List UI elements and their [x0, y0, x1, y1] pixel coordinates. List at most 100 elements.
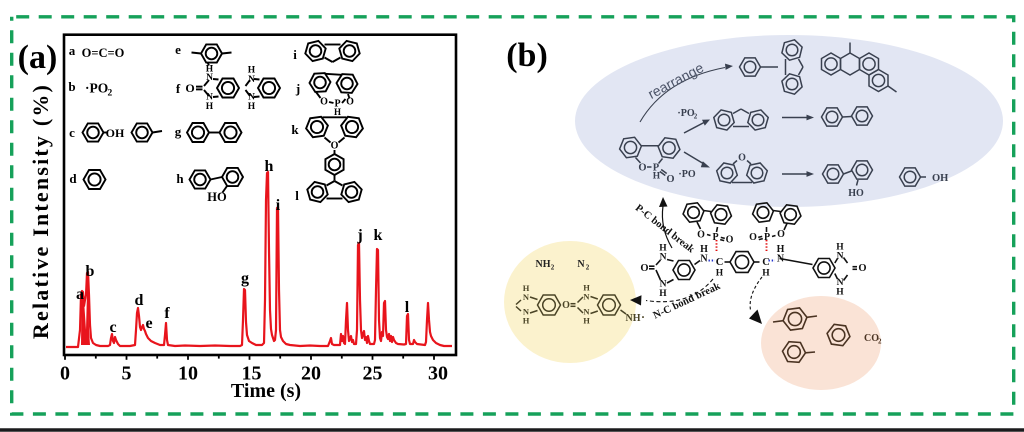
svg-text:N: N: [248, 75, 255, 85]
svg-text:HO: HO: [207, 190, 227, 204]
svg-text:O: O: [346, 97, 354, 108]
svg-text:H: H: [583, 316, 590, 326]
svg-text:H: H: [334, 107, 341, 117]
svg-text:P: P: [334, 99, 340, 110]
svg-text:O: O: [640, 263, 648, 274]
svg-text:N: N: [777, 254, 785, 265]
svg-text:0: 0: [60, 363, 70, 385]
svg-text:H: H: [206, 102, 214, 112]
svg-text:d: d: [69, 171, 77, 186]
svg-text:2: 2: [694, 113, 698, 121]
svg-text:H: H: [700, 244, 708, 255]
svg-text:O: O: [185, 81, 194, 95]
svg-text:20: 20: [301, 363, 321, 385]
svg-text:Relative Intensity (%): Relative Intensity (%): [28, 83, 53, 339]
svg-text:C: C: [762, 257, 770, 268]
svg-text:N: N: [837, 252, 844, 262]
svg-text:P: P: [712, 232, 718, 243]
svg-text:H: H: [583, 283, 590, 293]
svg-text:5: 5: [122, 363, 132, 385]
svg-text:(a): (a): [18, 39, 58, 76]
svg-text:g: g: [175, 124, 182, 139]
svg-text:N: N: [700, 254, 708, 265]
svg-text:N: N: [206, 73, 213, 83]
svg-text:H: H: [836, 243, 844, 253]
svg-text:O: O: [697, 230, 705, 241]
svg-text:O: O: [777, 229, 785, 240]
svg-text:H: H: [523, 316, 530, 326]
svg-text:h: h: [265, 158, 274, 175]
svg-text:a: a: [69, 43, 76, 58]
svg-text:OH: OH: [932, 173, 948, 184]
svg-text:O: O: [562, 300, 570, 311]
svg-text:N: N: [660, 280, 667, 290]
svg-text:j: j: [356, 227, 362, 244]
svg-text:f: f: [164, 305, 170, 322]
svg-text:O: O: [331, 141, 339, 152]
svg-text:b: b: [86, 263, 95, 280]
svg-text:O: O: [638, 163, 646, 174]
svg-text:l: l: [295, 188, 299, 203]
svg-text:30: 30: [428, 363, 448, 385]
svg-text:NH: NH: [536, 259, 551, 270]
svg-text:H: H: [659, 244, 667, 254]
svg-text:O: O: [749, 232, 757, 243]
svg-text:O: O: [666, 174, 674, 185]
svg-text:l: l: [405, 299, 410, 316]
svg-text:Time (s): Time (s): [231, 380, 301, 402]
svg-text:2: 2: [551, 264, 555, 272]
svg-text:N: N: [206, 93, 213, 103]
svg-text:d: d: [135, 292, 144, 309]
svg-text:·PO: ·PO: [677, 108, 694, 119]
svg-text:e: e: [175, 42, 181, 57]
svg-text:N: N: [248, 93, 255, 103]
svg-text:N: N: [583, 307, 590, 317]
svg-text:e: e: [145, 315, 152, 332]
svg-text:k: k: [374, 227, 383, 244]
svg-text:N: N: [577, 259, 585, 270]
svg-text:O: O: [320, 97, 328, 108]
svg-text:H: H: [248, 102, 256, 112]
svg-text:N: N: [583, 292, 590, 302]
svg-text:H: H: [206, 65, 214, 75]
svg-text:P: P: [764, 232, 770, 243]
svg-text:N: N: [523, 292, 530, 302]
svg-text:CO: CO: [864, 333, 879, 344]
svg-text:i: i: [276, 197, 281, 214]
svg-text:O: O: [738, 153, 746, 164]
svg-text:H: H: [716, 269, 724, 279]
svg-text:H: H: [659, 289, 667, 299]
svg-text:·PO: ·PO: [678, 169, 695, 180]
svg-text:N: N: [523, 307, 530, 317]
svg-text:H: H: [523, 283, 530, 293]
svg-text:10: 10: [178, 363, 198, 385]
svg-text:15: 15: [242, 363, 262, 385]
svg-text:f: f: [176, 81, 181, 96]
svg-text:OH: OH: [106, 126, 125, 140]
svg-text:H: H: [836, 288, 844, 298]
svg-text:i: i: [293, 47, 297, 62]
svg-text:a: a: [76, 286, 84, 303]
svg-text:c: c: [109, 319, 116, 336]
svg-text:j: j: [295, 81, 300, 96]
svg-text:NH: NH: [626, 313, 641, 324]
svg-text:O=C=O: O=C=O: [82, 46, 125, 60]
svg-text:c: c: [69, 125, 75, 140]
svg-text:·PO: ·PO: [85, 81, 108, 96]
svg-text:g: g: [241, 270, 249, 287]
svg-text:b: b: [68, 79, 75, 94]
svg-text:2: 2: [878, 338, 882, 346]
svg-text:2: 2: [586, 264, 590, 272]
svg-text:H: H: [777, 244, 785, 255]
svg-text:k: k: [291, 122, 299, 137]
svg-text:(b): (b): [506, 37, 548, 74]
svg-text:h: h: [176, 171, 184, 186]
svg-text:2: 2: [108, 89, 113, 99]
svg-text:O: O: [858, 263, 866, 274]
svg-text:25: 25: [363, 363, 383, 385]
svg-text:HO: HO: [848, 188, 864, 199]
svg-text:H: H: [248, 66, 256, 76]
svg-text:P: P: [653, 163, 660, 174]
svg-text:·: ·: [641, 310, 645, 324]
svg-text:N: N: [837, 278, 844, 288]
